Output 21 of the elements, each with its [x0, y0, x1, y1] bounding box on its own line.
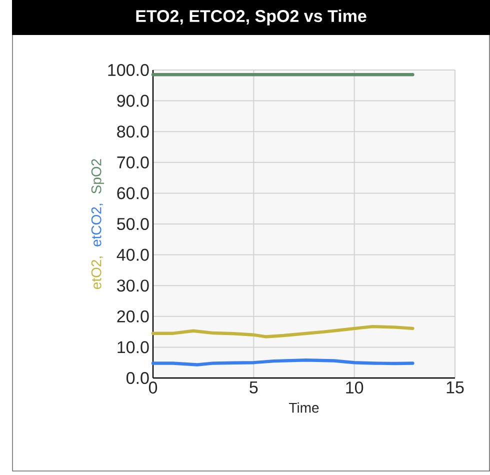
y-tick-label: 50.0 [117, 218, 149, 230]
x-tick-label: 0 [148, 382, 158, 394]
y-tick-label: 30.0 [117, 280, 149, 292]
y-tick-label: 60.0 [117, 187, 149, 200]
text: SpO2 [91, 159, 104, 194]
y-tick-label: 10.0 [118, 341, 149, 354]
y-tick-label: 40.0 [116, 248, 149, 261]
x-axis-title: Time [289, 402, 319, 413]
text: etO2, [91, 256, 103, 289]
y-tick-label: 70.0 [117, 156, 149, 168]
x-tick-label: 15 [446, 382, 464, 394]
y-tick-label: 100.0 [108, 64, 149, 76]
y-tick-label: 0.0 [126, 372, 149, 384]
y-tick-label: 20.0 [117, 310, 149, 322]
text: etCO2, [91, 204, 103, 246]
x-tick-label: 10 [346, 382, 364, 394]
x-tick-label: 5 [250, 382, 258, 394]
y-tick-label: 80.0 [117, 126, 149, 138]
line-series [151, 324, 414, 338]
y-tick-label: 90.0 [117, 94, 149, 107]
chart-title: ETO2, ETCO2, SpO2 vs Time [136, 10, 366, 26]
